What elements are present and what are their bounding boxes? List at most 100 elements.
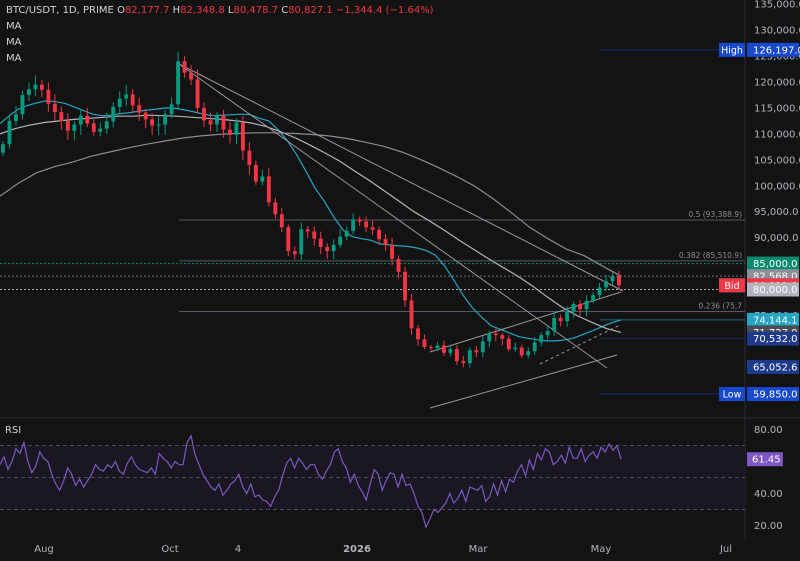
candle-up <box>111 106 116 122</box>
price-tick-label: 95,000.0 <box>754 207 799 218</box>
candle-down <box>202 107 206 121</box>
trend-line-upper <box>178 63 608 369</box>
candle-up <box>72 124 77 131</box>
candle-down <box>409 300 414 329</box>
candle-down <box>46 89 51 104</box>
price-tag-label: Bid <box>724 281 739 292</box>
price-tag-value: 82,568.0 <box>753 272 798 283</box>
candle-up <box>33 84 38 90</box>
low-value: 80,478.7 <box>233 5 279 16</box>
candle-down <box>506 338 511 350</box>
open-label: O <box>117 5 125 16</box>
price-tick-label: 125,000.0 <box>754 52 800 63</box>
candle-up <box>545 331 550 336</box>
price-tag-value: 126,197.0 <box>753 45 800 56</box>
candle-down <box>377 229 382 240</box>
rsi-tick-label: 80.00 <box>754 425 783 436</box>
fib-level-label: 0.236 (75,7 <box>699 302 743 311</box>
candle-up <box>448 349 453 353</box>
candle-down <box>454 349 459 362</box>
high-value: 82,348.8 <box>180 5 225 16</box>
candle-down <box>208 120 213 125</box>
candle-up <box>124 94 129 99</box>
candle-up <box>14 114 18 121</box>
price-tick-label: 105,000.0 <box>754 155 800 166</box>
price-tag-box <box>747 42 799 57</box>
rsi-value-box <box>747 452 783 467</box>
candle-down <box>150 119 155 126</box>
time-tick-label: Aug <box>34 544 54 555</box>
price-tag-label: Low <box>723 390 742 401</box>
candle-up <box>435 345 440 349</box>
candle-down <box>396 258 401 272</box>
low-label: L <box>227 5 234 16</box>
ma-legend-3[interactable]: MA <box>6 53 22 64</box>
candle-up <box>234 122 239 135</box>
time-axis[interactable]: Aug Oct 4 2026 Mar May Jul <box>34 544 732 555</box>
candle-up <box>163 114 168 125</box>
candle-down <box>403 271 407 301</box>
candle-up <box>215 115 219 125</box>
time-tick-label: May <box>591 544 612 555</box>
candle-up <box>565 311 570 322</box>
price-tag-label-box <box>719 42 745 57</box>
rsi-pane[interactable]: 80.00 40.00 20.00 61.45 <box>0 425 783 532</box>
candle-up <box>610 276 615 282</box>
close-label: C <box>281 5 289 16</box>
price-tag-box <box>747 312 799 327</box>
price-tag-box <box>747 256 799 271</box>
trend-line-lower <box>178 63 624 292</box>
candle-down <box>558 318 563 322</box>
rsi-legend[interactable]: RSI <box>5 425 22 436</box>
candle-up <box>299 229 304 255</box>
candle-down <box>292 251 297 255</box>
ma-legend-1[interactable]: MA <box>6 21 22 32</box>
candle-up <box>338 236 343 245</box>
price-tick-label: 100,000.0 <box>754 181 800 192</box>
candle-up <box>20 94 25 115</box>
candle-down <box>266 176 271 203</box>
rsi-value-label: 61.45 <box>752 455 781 466</box>
candle-up <box>480 341 485 353</box>
ma-legend-2[interactable]: MA <box>6 37 22 48</box>
price-tick-label: 110,000.0 <box>754 129 800 140</box>
candle-up <box>260 176 265 182</box>
candle-down <box>318 238 323 247</box>
trend-lines <box>178 63 624 409</box>
candle-down <box>416 328 420 340</box>
price-tag-box <box>747 282 799 297</box>
candle-down <box>85 115 90 124</box>
chart-legend: BTC/USDT, 1D, PRIME O82,177.7 H82,348.8 … <box>6 3 434 67</box>
candle-down <box>279 214 284 228</box>
symbol-label[interactable]: BTC/USDT, 1D, PRIME <box>6 5 114 16</box>
candle-down <box>130 94 135 106</box>
price-tag-label-box <box>719 387 745 402</box>
candle-up <box>351 219 356 231</box>
candle-down <box>364 221 369 228</box>
channel-line-bottom <box>429 354 618 409</box>
candle-down <box>617 276 621 286</box>
candle-up <box>117 98 122 107</box>
candle-down <box>493 333 498 336</box>
candle-up <box>591 295 596 301</box>
candle-up <box>331 244 336 252</box>
price-tick-label: 130,000.0 <box>754 26 800 37</box>
price-tag-label: High <box>721 45 743 56</box>
price-tick-label: 120,000.0 <box>754 78 800 89</box>
price-tick-label: 115,000.0 <box>754 103 800 114</box>
price-tag: Low 59,850.0 <box>719 387 799 402</box>
candle-down <box>247 150 252 165</box>
time-tick-label: 4 <box>235 544 241 555</box>
candle-down <box>312 231 317 239</box>
ma-mid-line <box>0 114 622 333</box>
moving-averages <box>0 100 622 342</box>
candle-down <box>65 120 70 131</box>
candle-down <box>357 219 362 222</box>
candle-down <box>461 361 466 364</box>
candle-up <box>584 300 589 310</box>
rsi-tick-label: 20.00 <box>754 521 783 532</box>
candle-down <box>286 227 291 252</box>
price-tags: High126,197.085,000.082,568.0Ask80,813.9… <box>719 42 800 402</box>
